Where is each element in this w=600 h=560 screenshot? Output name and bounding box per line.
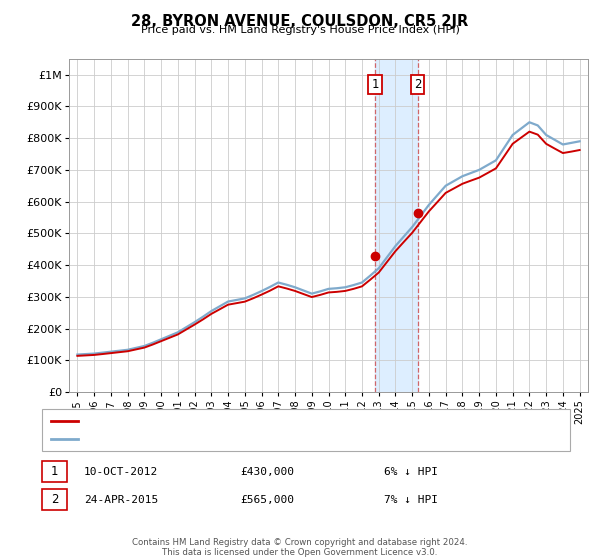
Text: 2: 2 (51, 493, 58, 506)
Text: 7% ↓ HPI: 7% ↓ HPI (384, 494, 438, 505)
Text: 24-APR-2015: 24-APR-2015 (84, 494, 158, 505)
Text: 6% ↓ HPI: 6% ↓ HPI (384, 466, 438, 477)
Bar (375, 59, 418, 392)
Text: 28, BYRON AVENUE, COULSDON, CR5 2JR (detached house): 28, BYRON AVENUE, COULSDON, CR5 2JR (det… (81, 416, 391, 426)
Text: Price paid vs. HM Land Registry's House Price Index (HPI): Price paid vs. HM Land Registry's House … (140, 25, 460, 35)
Text: 2: 2 (414, 78, 421, 91)
Text: 10-OCT-2012: 10-OCT-2012 (84, 466, 158, 477)
Text: 1: 1 (371, 78, 379, 91)
Text: £430,000: £430,000 (240, 466, 294, 477)
Text: £565,000: £565,000 (240, 494, 294, 505)
Text: 28, BYRON AVENUE, COULSDON, CR5 2JR: 28, BYRON AVENUE, COULSDON, CR5 2JR (131, 14, 469, 29)
Text: HPI: Average price, detached house, Croydon: HPI: Average price, detached house, Croy… (81, 434, 317, 444)
Text: Contains HM Land Registry data © Crown copyright and database right 2024.
This d: Contains HM Land Registry data © Crown c… (132, 538, 468, 557)
Text: 1: 1 (51, 465, 58, 478)
